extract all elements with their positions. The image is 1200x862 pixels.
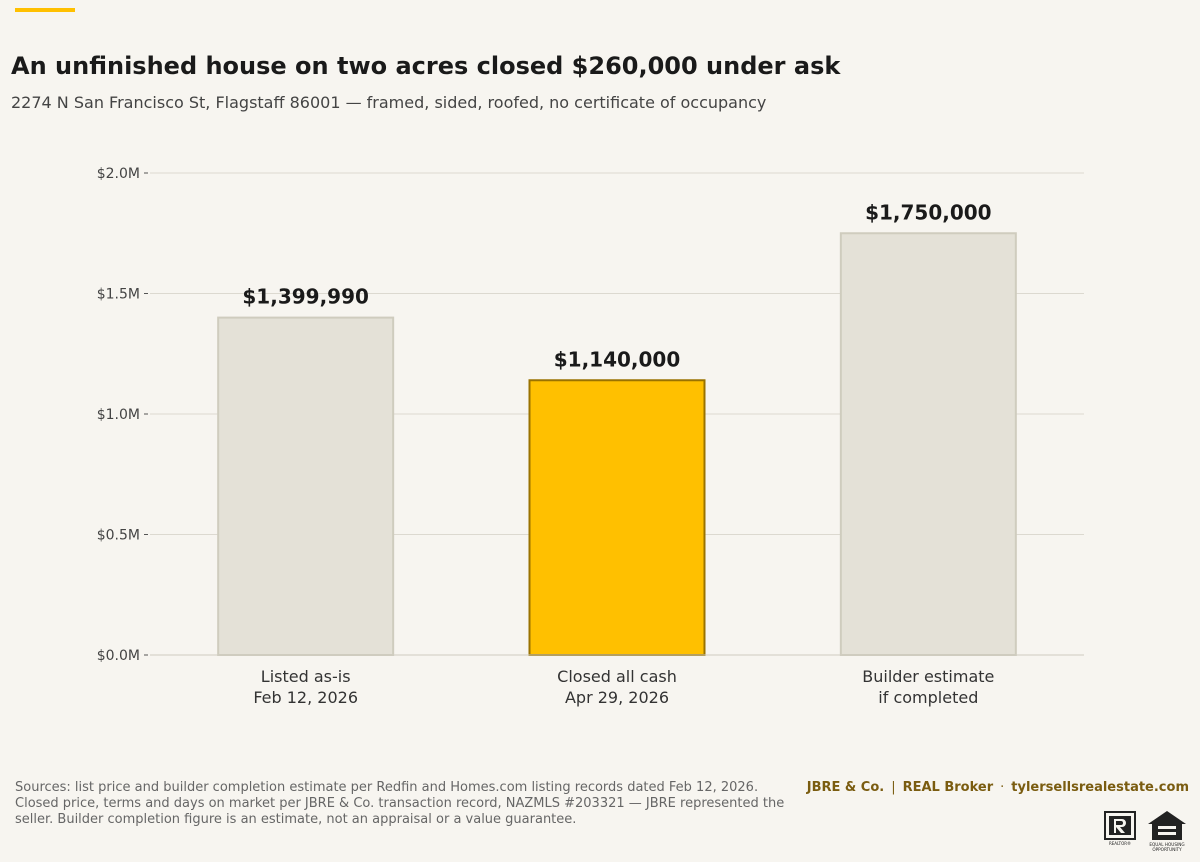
y-tick-label: $0.5M <box>97 528 140 544</box>
website-link[interactable]: tylersellsrealestate.com <box>1011 780 1189 795</box>
bar-value-label: $1,750,000 <box>865 200 992 224</box>
x-category-label: Listed as-is <box>261 667 351 686</box>
bar-value-label: $1,140,000 <box>554 347 681 371</box>
brokerage-name: REAL Broker <box>902 780 994 795</box>
bar-value-label: $1,399,990 <box>242 285 369 309</box>
eho-logo-text-2: OPPORTUNITY <box>1152 847 1182 852</box>
equal-housing-opportunity-icon: EQUAL HOUSING OPPORTUNITY <box>1148 811 1186 852</box>
chart-title: An unfinished house on two acres closed … <box>11 52 841 80</box>
y-tick-label: $1.0M <box>97 407 140 423</box>
bar <box>528 379 706 656</box>
realtor-r-logo-icon: REALTOR® <box>1104 811 1136 846</box>
chart-subtitle: 2274 N San Francisco St, Flagstaff 86001… <box>11 93 767 112</box>
sources-note: Sources: list price and builder completi… <box>15 780 785 827</box>
accent-bar <box>15 8 75 12</box>
y-tick-label: $1.5M <box>97 287 140 303</box>
x-category-label: if completed <box>878 688 978 707</box>
y-tick-label: $2.0M <box>97 166 140 182</box>
brand-separator: | <box>891 780 896 795</box>
brand-line: JBRE & Co. | REAL Broker · tylersellsrealest… <box>807 780 1189 795</box>
y-tick-label: $0.0M <box>97 648 140 664</box>
eho-logo-text-1: EQUAL HOUSING <box>1149 842 1184 847</box>
bar <box>217 316 395 656</box>
x-category-label: Apr 29, 2026 <box>565 688 669 707</box>
x-category-label: Builder estimate <box>862 667 994 686</box>
bar <box>839 232 1017 656</box>
realtor-logo-text: REALTOR® <box>1109 841 1131 846</box>
x-category-label: Closed all cash <box>557 667 677 686</box>
brand-name: JBRE & Co. <box>806 780 885 795</box>
x-category-label: Feb 12, 2026 <box>253 688 358 707</box>
brand-separator-dot: · <box>1000 780 1005 795</box>
